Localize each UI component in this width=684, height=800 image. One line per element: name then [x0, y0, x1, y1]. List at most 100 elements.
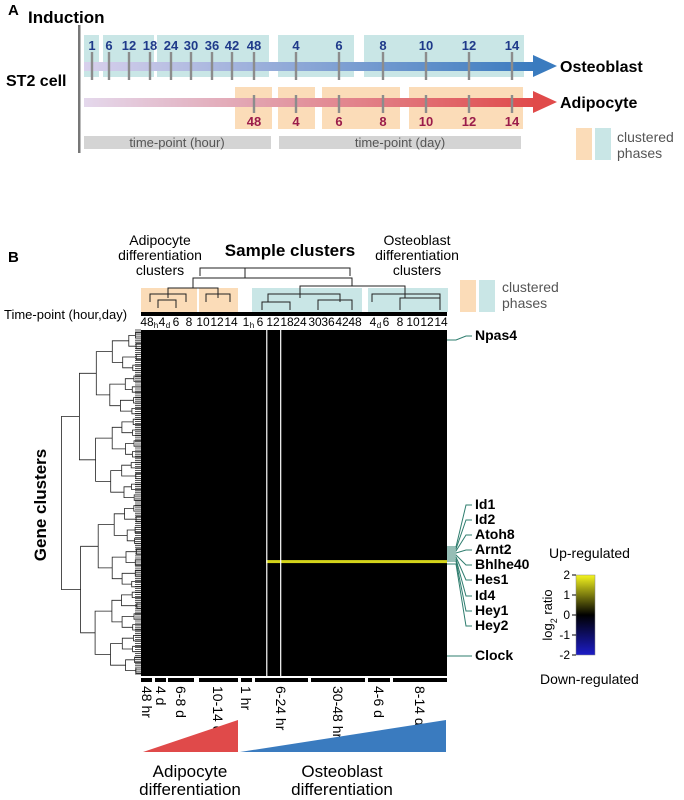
osteo-tick-line: [90, 52, 94, 80]
osteo-clusters-l3: clusters: [393, 262, 441, 278]
gene-leader-line: [447, 554, 472, 566]
osteo-tick-label: 12: [122, 38, 136, 53]
colorbar-axis-label: log2 ratio: [540, 589, 559, 640]
gene-dendrogram-path: [61, 332, 141, 674]
gene-label: Clock: [475, 647, 513, 663]
timepoint-label: Time-point (hour,day): [4, 307, 127, 322]
sample-dendrogram: [149, 267, 441, 310]
osteo-tick-line: [127, 52, 131, 80]
osteo-tick-label: 24: [164, 38, 179, 53]
group-bar: [255, 678, 308, 682]
group-label: 6-8 d: [173, 686, 189, 718]
column-label: 30: [308, 315, 322, 329]
osteo-tick-label: 36: [205, 38, 219, 53]
gene-leader-line: [447, 549, 472, 554]
colorbar-tick: [572, 634, 576, 636]
gene-leader-line: [447, 335, 472, 341]
adipo-tick-label: 4: [292, 114, 300, 129]
gene-label: Bhlhe40: [475, 556, 530, 572]
gene-dendrogram: [61, 329, 141, 675]
adipo-tick-line: [252, 95, 256, 113]
adipocyte-label: Adipocyte: [560, 95, 637, 112]
osteo-tick-line: [467, 52, 471, 80]
column-label: 6: [383, 315, 390, 329]
colorbar-axis-sub: 2: [549, 618, 559, 623]
adipo-phase-boxes: [235, 87, 523, 129]
osteo-diff-ramp: [240, 720, 446, 752]
heatmap-background: [141, 330, 447, 676]
gene-leader-line: [447, 534, 472, 552]
hour-bar-label: time-point (hour): [129, 135, 224, 150]
adipo-tick-label: 8: [379, 114, 386, 129]
column-label: 1: [243, 315, 250, 329]
gene-label: Npas4: [475, 327, 517, 343]
osteo-tick-label: 4: [292, 38, 300, 53]
group-bar: [311, 678, 365, 682]
legend-b-orange: [460, 280, 476, 312]
column-label: 6: [257, 315, 264, 329]
column-label: 48: [140, 315, 154, 329]
osteo-tick-label: 10: [419, 38, 433, 53]
colorbar-tick: [572, 614, 576, 616]
colorbar-tick: [572, 574, 576, 576]
adipo-diff-l2: differentiation: [139, 780, 241, 799]
osteo-tick-label: 12: [462, 38, 476, 53]
osteo-tick-label: 18: [143, 38, 157, 53]
osteo-tick-label: 6: [335, 38, 342, 53]
group-bar: [168, 678, 194, 682]
gene-leader-line: [447, 504, 472, 548]
osteo-clusters-l2: differentiation: [375, 247, 459, 263]
column-label: 8: [397, 315, 404, 329]
osteo-tick-line: [169, 52, 173, 80]
colorbar-tick-label: -2: [559, 648, 570, 662]
osteo-tick-line: [189, 52, 193, 80]
column-label: h: [250, 321, 254, 330]
colorbar-tick-label: -1: [559, 628, 570, 642]
gene-label: Hes1: [475, 571, 509, 587]
legend-b-line1: clustered: [502, 279, 559, 295]
colorbar-tick-label: 0: [563, 608, 570, 622]
colorbar-tick-label: 2: [563, 568, 570, 582]
group-bar: [155, 678, 166, 682]
colorbar-axis-ratio: ratio: [540, 589, 555, 618]
legend-a-teal: [595, 128, 611, 160]
colorbar-tick-label: 1: [563, 588, 570, 602]
column-label: d: [166, 321, 170, 330]
heatmap-separator: [266, 330, 268, 676]
panel-b: B Adipocyte differentiation clusters Sam…: [4, 232, 639, 799]
group-label: 8-14 d: [412, 686, 428, 726]
colorbar-tick: [572, 654, 576, 656]
column-label: h: [154, 321, 158, 330]
gene-leader-line: [447, 563, 472, 627]
group-label: 4-6 d: [371, 686, 387, 718]
osteo-tick-label: 30: [184, 38, 198, 53]
adipo-tick-label: 10: [419, 114, 433, 129]
legend-a-orange: [576, 128, 592, 160]
osteo-tick-line: [337, 52, 341, 80]
column-label: 12: [266, 315, 280, 329]
group-label: 6-24 hr: [273, 686, 289, 731]
group-label: 30-48 hr: [330, 686, 346, 738]
column-label: 4: [370, 315, 377, 329]
legend-a-line1: clustered: [617, 129, 674, 145]
adipo-tick-label: 14: [505, 114, 520, 129]
osteo-clusters-l1: Osteoblast: [384, 232, 451, 248]
gene-label: Hey2: [475, 617, 509, 633]
gene-label: Atoh8: [475, 526, 515, 542]
group-label: 48 hr: [139, 686, 155, 718]
column-label: 12: [420, 315, 434, 329]
gene-label: Arnt2: [475, 541, 512, 557]
column-label: 8: [186, 315, 193, 329]
column-label: 10: [196, 315, 210, 329]
induction-label: Induction: [28, 8, 104, 27]
legend-b-line2: phases: [502, 295, 547, 311]
adipo-tick-label: 48: [247, 114, 261, 129]
osteo-tick-line: [148, 52, 152, 80]
timepoint-tick-lines: [90, 52, 514, 113]
osteo-diff-l2: differentiation: [291, 780, 393, 799]
column-label: 24: [293, 315, 307, 329]
sample-phase-boxes: [141, 288, 448, 312]
osteo-tick-line: [230, 52, 234, 80]
expression-heatmap: [141, 330, 447, 676]
